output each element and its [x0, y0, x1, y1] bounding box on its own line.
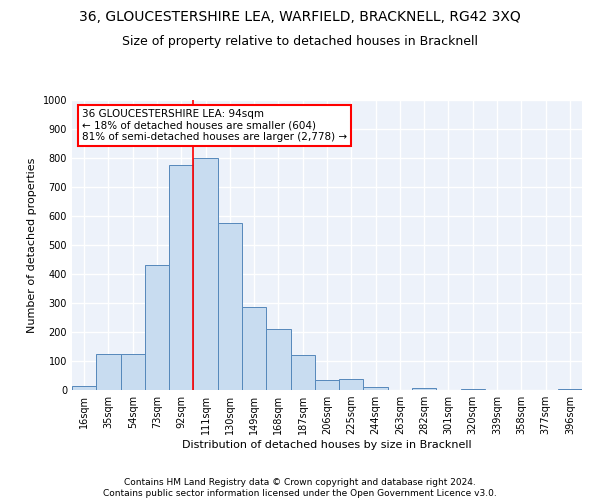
Bar — [218, 224, 242, 390]
Bar — [96, 354, 121, 390]
Bar — [193, 158, 218, 390]
Bar — [558, 388, 582, 390]
Text: Contains HM Land Registry data © Crown copyright and database right 2024.
Contai: Contains HM Land Registry data © Crown c… — [103, 478, 497, 498]
X-axis label: Distribution of detached houses by size in Bracknell: Distribution of detached houses by size … — [182, 440, 472, 450]
Bar — [461, 388, 485, 390]
Bar — [169, 166, 193, 390]
Y-axis label: Number of detached properties: Number of detached properties — [27, 158, 37, 332]
Bar — [364, 387, 388, 390]
Bar — [412, 388, 436, 390]
Text: Size of property relative to detached houses in Bracknell: Size of property relative to detached ho… — [122, 35, 478, 48]
Bar — [72, 386, 96, 390]
Bar — [121, 354, 145, 390]
Bar — [242, 308, 266, 390]
Bar — [266, 329, 290, 390]
Bar — [145, 266, 169, 390]
Bar — [315, 380, 339, 390]
Text: 36 GLOUCESTERSHIRE LEA: 94sqm
← 18% of detached houses are smaller (604)
81% of : 36 GLOUCESTERSHIRE LEA: 94sqm ← 18% of d… — [82, 108, 347, 142]
Text: 36, GLOUCESTERSHIRE LEA, WARFIELD, BRACKNELL, RG42 3XQ: 36, GLOUCESTERSHIRE LEA, WARFIELD, BRACK… — [79, 10, 521, 24]
Bar — [339, 379, 364, 390]
Bar — [290, 355, 315, 390]
